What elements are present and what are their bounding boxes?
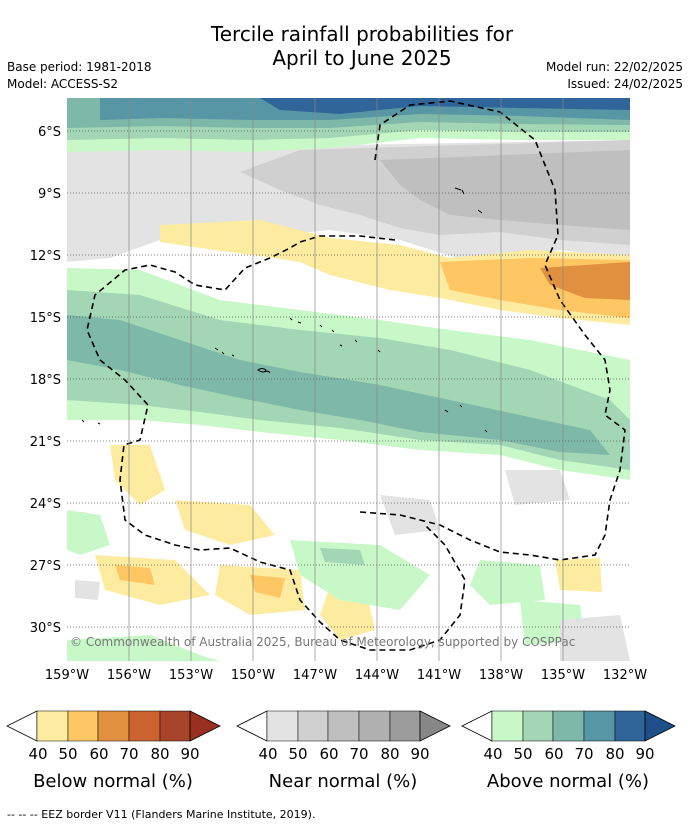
legend-tick: 50 (288, 745, 308, 763)
below-normal-region (250, 575, 285, 598)
legend-below (6, 710, 221, 742)
legend-tick: 90 (635, 745, 655, 763)
above-normal-region (67, 635, 220, 661)
legend-label-below: Below normal (%) (33, 771, 193, 792)
lat-label: 6°S (38, 125, 61, 140)
lat-label: 24°S (30, 497, 61, 512)
lon-label: 156°W (107, 668, 151, 683)
copyright: © Commonwealth of Australia 2025, Bureau… (70, 635, 575, 649)
eez-border (86, 235, 466, 651)
title-line-2: April to June 2025 (272, 46, 452, 70)
meta-right: Model run: 22/02/2025 Issued: 24/02/2025 (546, 59, 683, 93)
lon-label: 135°W (541, 668, 585, 683)
island (214, 347, 235, 357)
above-normal-region (67, 315, 610, 455)
model-run: Model run: 22/02/2025 (545, 60, 683, 74)
title-line-1: Tercile rainfall probabilities for (210, 22, 514, 46)
lon-labels: 159°W 156°W 153°W 150°W 147°W 144°W 141°… (45, 668, 647, 683)
legend-tick: 90 (180, 745, 200, 763)
island (454, 187, 483, 214)
eez-border (359, 100, 626, 561)
island (257, 368, 267, 373)
above-normal-region (260, 98, 630, 114)
meta-left: Base period: 1981-2018 Model: ACCESS-S2 (7, 59, 152, 93)
legend-tick: 50 (58, 745, 78, 763)
legend-tick: 60 (89, 745, 109, 763)
lat-label: 12°S (30, 249, 61, 264)
below-normal-region (555, 558, 602, 592)
legend-label-near: Near normal (%) (268, 771, 418, 792)
lat-label: 18°S (30, 373, 61, 388)
below-normal-region (115, 565, 155, 585)
legend-tick: 40 (483, 745, 503, 763)
lon-label: 138°W (479, 668, 523, 683)
lat-label: 15°S (30, 311, 61, 326)
island (264, 370, 271, 374)
legend-tick: 80 (150, 745, 170, 763)
legend-tick: 60 (544, 745, 564, 763)
lat-labels: 6°S 9°S 12°S 15°S 18°S 21°S 24°S 27°S 30… (30, 125, 61, 636)
lat-label: 21°S (30, 435, 61, 450)
near-normal-region (505, 470, 570, 505)
legend-tick: 40 (28, 745, 48, 763)
lon-label: 147°W (293, 668, 337, 683)
legend-tick: 80 (605, 745, 625, 763)
legend-label-above: Above normal (%) (486, 771, 650, 792)
lon-label: 150°W (231, 668, 275, 683)
islands (81, 187, 488, 433)
footer-note: -- -- -- EEZ border V11 (Flanders Marine… (7, 808, 316, 821)
above-normal-region (320, 548, 365, 565)
legend-near (236, 710, 451, 742)
island (81, 404, 488, 433)
island (289, 317, 381, 353)
lat-label: 9°S (38, 187, 61, 202)
legend-tick: 90 (410, 745, 430, 763)
near-normal-region (75, 580, 100, 600)
base-period: Base period: 1981-2018 (7, 60, 152, 74)
lon-label: 132°W (603, 668, 647, 683)
below-normal-region (540, 262, 630, 300)
legend-tick: 40 (258, 745, 278, 763)
model-name: Model: ACCESS-S2 (7, 77, 119, 91)
below-normal-region (110, 445, 165, 505)
legend-tick: 70 (574, 745, 594, 763)
near-normal-region (560, 615, 630, 661)
map-fields (67, 98, 630, 661)
legend-tick: 70 (349, 745, 369, 763)
lon-label: 141°W (417, 668, 461, 683)
chart-title: Tercile rainfall probabilities for April… (0, 22, 690, 70)
eez-borders (86, 100, 626, 651)
graticule (67, 130, 630, 628)
legend-above (461, 710, 676, 742)
rainfall-map: 6°S 9°S 12°S 15°S 18°S 21°S 24°S 27°S 30… (30, 98, 647, 683)
near-normal-region (380, 495, 440, 535)
issued-date: Issued: 24/02/2025 (567, 77, 683, 91)
legend-tick: 60 (319, 745, 339, 763)
below-normal-region (175, 500, 275, 545)
lon-label: 153°W (169, 668, 213, 683)
legend-tick: 80 (380, 745, 400, 763)
legend-tick: 50 (513, 745, 533, 763)
lat-label: 27°S (30, 559, 61, 574)
legend-tick: 70 (119, 745, 139, 763)
lon-label: 159°W (45, 668, 89, 683)
above-normal-region (67, 510, 110, 555)
lon-label: 144°W (355, 668, 399, 683)
lat-label: 30°S (30, 621, 61, 636)
meridians (128, 98, 564, 661)
near-normal-region (380, 150, 630, 230)
above-normal-region (470, 560, 545, 605)
